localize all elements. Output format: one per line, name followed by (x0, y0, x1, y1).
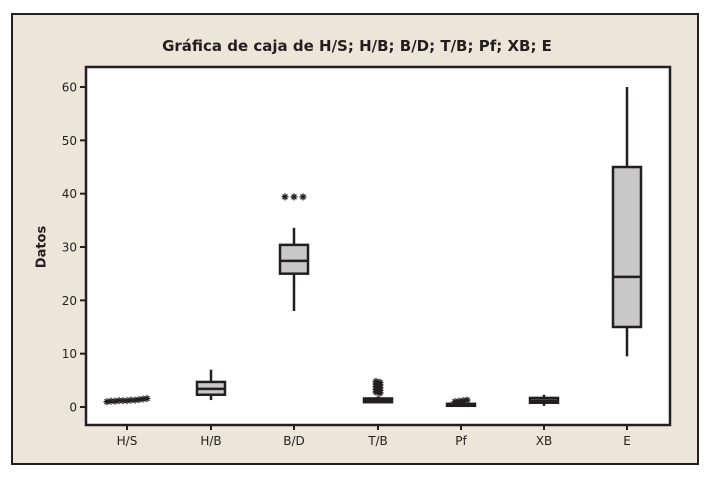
outlier-marker (123, 397, 131, 405)
boxes (103, 87, 643, 408)
x-tick-label: B/D (283, 434, 305, 448)
outlier-marker (299, 193, 307, 201)
box-t-b (362, 377, 394, 404)
x-tick-label: E (623, 434, 631, 448)
outlier-marker (376, 378, 384, 386)
outlier-marker (103, 398, 111, 406)
y-tick-label: 0 (69, 401, 77, 415)
box-pf (445, 396, 477, 408)
y-tick-label: 60 (62, 81, 77, 95)
outlier-marker (127, 396, 135, 404)
y-tick-label: 30 (62, 241, 77, 255)
box-h-s (103, 395, 151, 406)
x-tick-label: H/B (200, 434, 221, 448)
iqr-box (611, 165, 643, 329)
outlier-marker (139, 395, 147, 403)
outlier-marker (281, 193, 289, 201)
box-e (611, 87, 643, 357)
outlier-marker (115, 397, 123, 405)
x-tick-label: H/S (117, 434, 138, 448)
x-tick-label: XB (536, 434, 552, 448)
outlier-marker (131, 396, 139, 404)
y-tick-label: 50 (62, 134, 77, 148)
y-tick-label: 20 (62, 294, 77, 308)
chart-title: Gráfica de caja de H/S; H/B; B/D; T/B; P… (162, 37, 552, 55)
y-axis: 0 10 20 30 40 50 60 (62, 81, 86, 415)
box-xb (528, 394, 560, 406)
outlier-marker (111, 397, 119, 405)
y-tick-label: 10 (62, 347, 77, 361)
y-tick-label: 40 (62, 187, 77, 201)
x-tick-label: Pf (455, 434, 467, 448)
box-b-d (278, 193, 310, 312)
iqr-box (278, 243, 310, 275)
outlier-marker (455, 397, 463, 405)
plot-area (84, 65, 672, 427)
outlier-marker (290, 193, 298, 201)
outlier-marker (107, 397, 115, 405)
outlier-marker (119, 397, 127, 405)
outlier-marker (143, 395, 151, 402)
outlier-marker (451, 398, 459, 406)
outlier-marker (135, 396, 143, 404)
outlier-marker (463, 396, 471, 404)
box-h-b (195, 369, 227, 401)
outlier-marker (372, 377, 380, 385)
x-axis: H/S H/B B/D T/B Pf XB E (117, 425, 631, 448)
x-tick-label: T/B (367, 434, 388, 448)
outlier-marker (459, 397, 467, 405)
